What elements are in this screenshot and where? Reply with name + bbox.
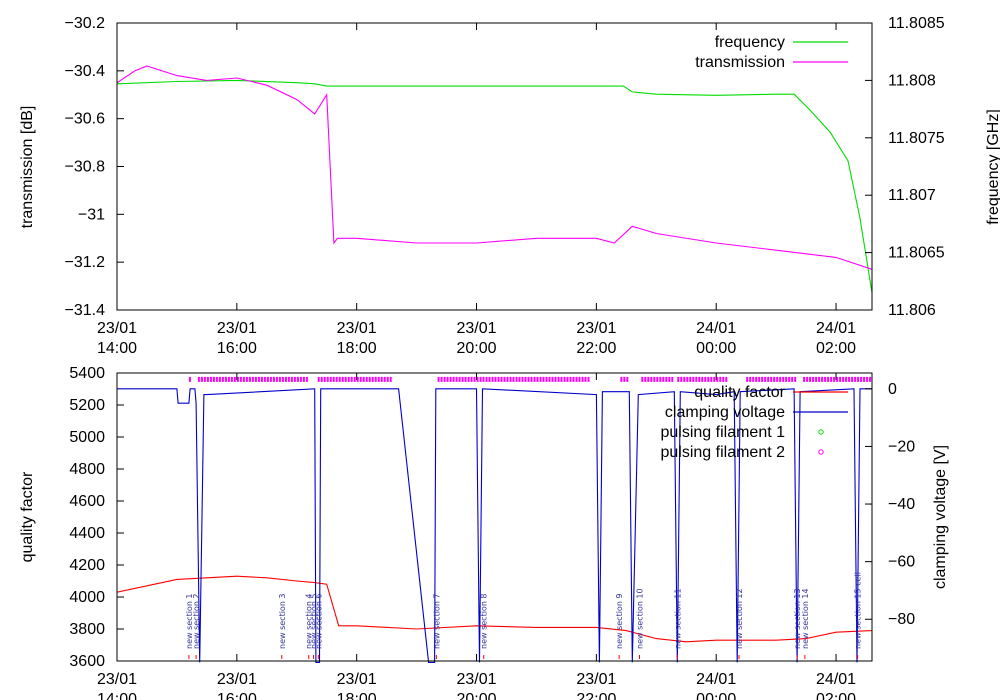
top-y2tick-label-5: 11.806 (888, 302, 936, 319)
legend-filament2-marker (818, 449, 824, 455)
top-xtick-time-3: 20:00 (457, 340, 497, 357)
bottom-y2tick-label-3: −60 (888, 554, 915, 571)
top-xtick-date-6: 24/01 (816, 320, 856, 337)
bottom-xtick-time-3: 20:00 (457, 691, 497, 700)
section-label-8: new section 8 (480, 593, 489, 649)
section-label-4: new section 4 (305, 593, 314, 649)
section-label-10: new section 10 (636, 588, 645, 649)
section-label-12: new section 12 (735, 588, 744, 649)
bottom-xtick-date-4: 23/01 (576, 671, 616, 688)
bottom-xtick-time-1: 16:00 (217, 691, 257, 700)
top-y2tick-label-4: 11.8065 (888, 245, 945, 262)
section-label-13: new section 13 (793, 588, 802, 649)
section-label-5: new section 5 (310, 593, 319, 649)
top-legend: frequency transmission (695, 34, 848, 71)
top-xtick-date-4: 23/01 (576, 320, 616, 337)
top-xtick-date-1: 23/01 (217, 320, 257, 337)
bottom-plot-frame (116, 372, 873, 662)
top-series-group (116, 65, 873, 293)
bottom-frame (116, 372, 873, 662)
bottom-ytick-label-7: 4000 (69, 589, 105, 606)
section-label-3: new section 3 (278, 593, 287, 649)
top-xtick-date-5: 24/01 (696, 320, 736, 337)
legend-filament1-label: pulsing filament 1 (660, 424, 785, 441)
bottom-ytick-label-2: 5000 (69, 429, 105, 446)
section-label-15: new section 15 cell (854, 572, 863, 649)
bottom-series-group (116, 376, 873, 663)
bottom-ytick-label-5: 4400 (69, 525, 105, 542)
top-ytick-label-3: −30.8 (65, 159, 106, 176)
top-xtick-time-1: 16:00 (217, 340, 257, 357)
bottom-xtick-time-0: 14:00 (97, 691, 137, 700)
bottom-ticks: 23/01 14:00 23/01 16:00 23/01 18:00 23/01 20:00… (69, 365, 915, 700)
top-y2label: frequency [GHz] (985, 109, 1000, 225)
top-xtick-time-0: 14:00 (97, 340, 137, 357)
section-label-1: new section 1 (185, 593, 194, 649)
top-xtick-date-3: 23/01 (457, 320, 497, 337)
bottom-ytick-label-8: 3800 (69, 621, 105, 638)
top-y2tick-label-0: 11.8085 (888, 15, 945, 32)
bottom-y2tick-label-1: −20 (888, 438, 915, 455)
bottom-xtick-date-5: 24/01 (696, 671, 736, 688)
top-ylabel: transmission [dB] (19, 106, 36, 229)
section-label-7: new section 7 (432, 593, 441, 649)
top-xtick-time-5: 00:00 (696, 340, 736, 357)
top-y2tick-label-2: 11.8075 (888, 130, 945, 147)
bottom-series-quality-factor (116, 575, 873, 643)
bottom-xtick-time-4: 22:00 (576, 691, 616, 700)
bottom-ytick-label-9: 3600 (69, 653, 105, 670)
top-xtick-time-2: 18:00 (337, 340, 377, 357)
top-ytick-label-4: −31 (78, 206, 105, 223)
bottom-ytick-label-3: 4800 (69, 461, 105, 478)
bottom-series-clamping-voltage (117, 388, 872, 663)
top-ticks: 23/01 14:00 23/01 16:00 23/01 18:00 23/01 20:00… (65, 15, 945, 357)
bottom-legend: quality factor clamping voltage pulsing … (660, 384, 848, 461)
bottom-xtick-date-6: 24/01 (816, 671, 856, 688)
bottom-ytick-label-4: 4600 (69, 493, 105, 510)
top-ytick-label-1: −30.4 (65, 63, 106, 80)
bottom-xtick-time-2: 18:00 (337, 691, 377, 700)
section-label-11: new section 11 (673, 588, 682, 649)
top-series-transmission (116, 65, 873, 270)
bottom-y2label: clamping voltage [V] (932, 445, 949, 589)
top-ytick-label-5: −31.2 (65, 254, 106, 271)
bottom-ytick-label-6: 4200 (69, 557, 105, 574)
legend-quality-factor-label: quality factor (694, 384, 785, 401)
legend-filament2-label: pulsing filament 2 (660, 444, 785, 461)
bottom-xtick-time-5: 00:00 (696, 691, 736, 700)
bottom-y2tick-label-0: 0 (888, 381, 897, 398)
legend-filament1-marker (818, 429, 824, 435)
bottom-y2tick-label-2: −40 (888, 496, 915, 513)
top-series-frequency (116, 79, 873, 293)
top-panel: 23/01 14:00 23/01 16:00 23/01 18:00 23/01 20:00… (19, 15, 1000, 357)
top-xtick-date-2: 23/01 (337, 320, 377, 337)
bottom-y2tick-label-4: −80 (888, 611, 915, 628)
top-ytick-label-6: −31.4 (65, 302, 106, 319)
legend-clamping-voltage-label: clamping voltage (665, 404, 785, 421)
bottom-xtick-date-2: 23/01 (337, 671, 377, 688)
section-label-9: new section 9 (615, 593, 624, 649)
section-label-6: new section 6 (314, 593, 323, 649)
bottom-ytick-label-1: 5200 (69, 397, 105, 414)
legend-transmission-label: transmission (695, 54, 785, 71)
bottom-xtick-date-1: 23/01 (217, 671, 257, 688)
top-ytick-label-2: −30.6 (65, 111, 106, 128)
top-xtick-time-6: 02:00 (816, 340, 856, 357)
bottom-ytick-label-0: 5400 (69, 365, 105, 382)
section-label-2: new section 2 (192, 593, 201, 649)
bottom-ylabel: quality factor (19, 471, 36, 562)
top-y2tick-label-1: 11.808 (888, 72, 936, 89)
top-ytick-label-0: −30.2 (65, 15, 106, 32)
top-y2tick-label-3: 11.807 (888, 187, 936, 204)
bottom-xtick-date-0: 23/01 (97, 671, 137, 688)
bottom-xtick-date-3: 23/01 (457, 671, 497, 688)
bottom-xtick-time-6: 02:00 (816, 691, 856, 700)
section-label-14: new section 14 (801, 588, 810, 649)
top-xtick-date-0: 23/01 (97, 320, 137, 337)
top-xtick-time-4: 22:00 (576, 340, 616, 357)
legend-frequency-label: frequency (715, 34, 785, 51)
